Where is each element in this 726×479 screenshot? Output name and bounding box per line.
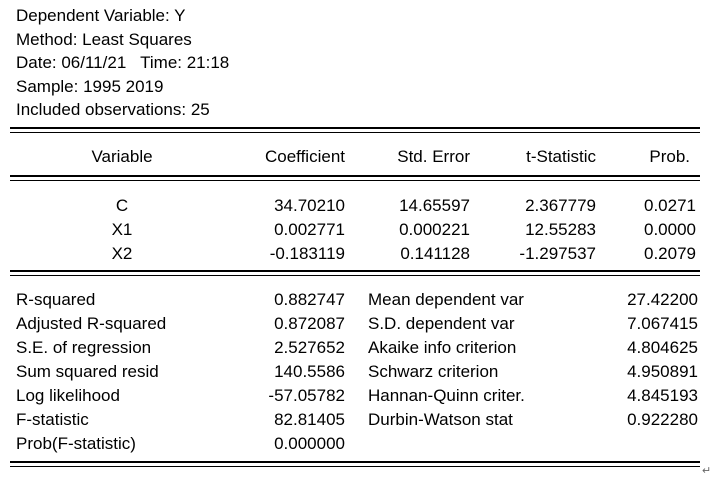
mid-rule-1 [10, 270, 700, 272]
mid-rule-2 [10, 275, 700, 276]
prob-cell: 0.2079 [644, 244, 696, 263]
col-header-prob: Prob. [649, 147, 690, 166]
stat-value: 0.000000 [274, 434, 345, 453]
variable-cell: C [115, 196, 129, 215]
stat-value: 0.922280 [627, 410, 698, 429]
t-stat-cell: 12.55283 [525, 220, 596, 239]
col-header-coefficient: Coefficient [264, 147, 345, 166]
prob-cell: 0.0000 [644, 220, 696, 239]
bottom-rule-1 [10, 461, 700, 463]
std-error-cell: 0.000221 [399, 220, 470, 239]
dependent-variable-line: Dependent Variable: Y [16, 6, 186, 25]
stat-label: Akaike info criterion [368, 338, 517, 357]
date-time-line: Date: 06/11/21 Time: 21:18 [16, 53, 230, 72]
variable-cell: X2 [111, 244, 133, 263]
header-rule-2 [10, 180, 700, 181]
stat-value: 82.81405 [274, 410, 345, 429]
top-rule-2 [10, 132, 700, 133]
stat-label: Adjusted R-squared [16, 314, 167, 333]
stat-value: 4.845193 [627, 386, 698, 405]
stat-value: 7.067415 [627, 314, 698, 333]
coefficient-cell: 0.002771 [274, 220, 345, 239]
col-header-variable: Variable [91, 147, 153, 166]
t-stat-cell: 2.367779 [525, 196, 596, 215]
stat-label: Sum squared resid [16, 362, 159, 381]
prob-cell: 0.0271 [644, 196, 696, 215]
stat-label: Prob(F-statistic) [16, 434, 136, 453]
stat-value: 0.872087 [274, 314, 345, 333]
stat-label: S.D. dependent var [368, 314, 515, 333]
stat-value: 4.804625 [627, 338, 698, 357]
std-error-cell: 0.141128 [400, 244, 470, 263]
stat-label: Schwarz criterion [368, 362, 499, 381]
stat-value: 2.527652 [274, 338, 345, 357]
stat-label: F-statistic [16, 410, 89, 429]
stat-value: 140.5586 [274, 362, 345, 381]
stat-value: 4.950891 [627, 362, 698, 381]
variable-cell: X1 [111, 220, 133, 239]
stat-label: Hannan-Quinn criter. [368, 386, 525, 405]
stat-label: Mean dependent var [368, 290, 524, 309]
col-header-std-error: Std. Error [397, 147, 470, 166]
coefficient-cell: -0.183119 [269, 244, 345, 263]
output-header: Dependent Variable: Y Method: Least Squa… [16, 4, 229, 122]
stat-label: Durbin-Watson stat [368, 410, 513, 429]
stat-value: 0.882747 [274, 290, 345, 309]
sample-line: Sample: 1995 2019 [16, 76, 164, 96]
stat-label: S.E. of regression [16, 338, 152, 357]
bottom-rule-2 [10, 466, 700, 467]
stat-value: 27.42200 [627, 290, 698, 309]
header-rule-1 [10, 175, 700, 177]
observations-line: Included observations: 25 [16, 100, 210, 119]
std-error-cell: 14.65597 [399, 196, 470, 215]
top-rule-1 [10, 127, 700, 129]
t-stat-cell: -1.297537 [519, 244, 596, 263]
method-line: Method: Least Squares [16, 29, 192, 49]
paragraph-mark-icon: ↵ [702, 465, 712, 477]
stat-value: -57.05782 [268, 386, 345, 405]
col-header-t-statistic: t-Statistic [526, 147, 596, 166]
stat-label: R-squared [16, 290, 96, 309]
stat-label: Log likelihood [16, 386, 120, 405]
coefficient-cell: 34.70210 [274, 196, 345, 215]
